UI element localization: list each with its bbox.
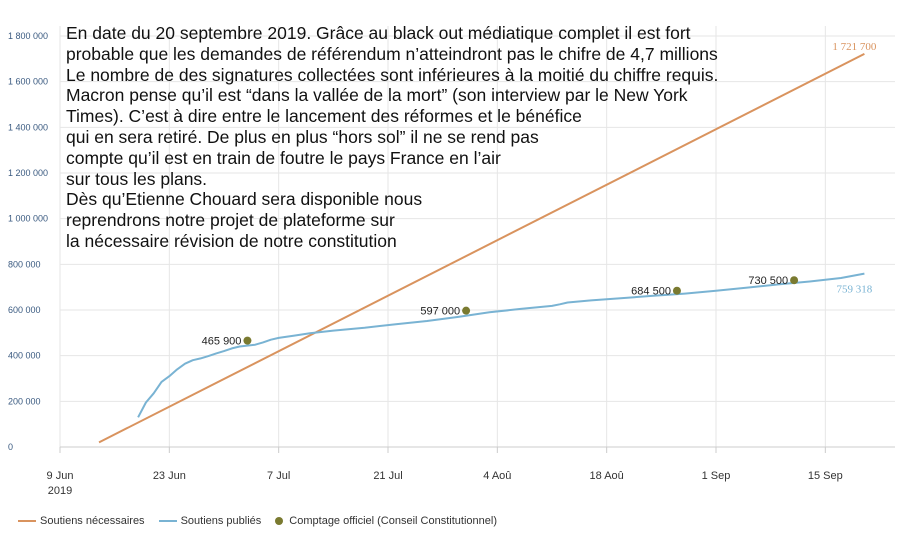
official-count-point: [243, 336, 252, 345]
y-tick-label: 400 000: [8, 351, 41, 361]
series-line-1: [137, 272, 865, 418]
annotation-line: qui en sera retiré. De plus en plus “hor…: [66, 126, 539, 147]
legend-item-soutiens-publies[interactable]: Soutiens publiés: [158, 515, 262, 527]
official-count-label: 684 500: [631, 286, 671, 298]
x-tick-sublabel: 2019: [48, 485, 72, 497]
annotation-line: En date du 20 septembre 2019. Grâce au b…: [66, 23, 691, 43]
legend-label: Comptage officiel (Conseil Constitutionn…: [289, 515, 497, 527]
data-labels: 1 721 700 759 318 465 900 597 000 684 500 730…: [202, 41, 877, 348]
annotation-line: sur tous les plans.: [66, 168, 208, 189]
legend-item-soutiens-necessaires[interactable]: Soutiens nécessaires: [18, 515, 145, 527]
x-tick-label: 4 Aoû: [483, 470, 511, 482]
series-end-label: 1 721 700: [832, 41, 877, 53]
series: [98, 53, 865, 444]
annotation-line: compte qu’il est en train de foutre le p…: [66, 147, 501, 168]
legend-line-swatch: [158, 520, 177, 522]
official-count-point: [672, 286, 681, 295]
y-tick-label: 1 000 000: [8, 214, 48, 224]
x-tick-label: 18 Aoû: [590, 470, 624, 482]
official-count-point: [462, 306, 471, 315]
legend-dot-swatch: [275, 517, 284, 525]
annotation-line: la nécessaire révision de notre constitu…: [66, 230, 397, 251]
y-tick-label: 800 000: [8, 259, 41, 269]
official-count-label: 465 900: [202, 336, 242, 348]
legend-label: Soutiens nécessaires: [40, 515, 145, 527]
official-count-label: 730 500: [748, 275, 788, 287]
annotation-line: Times). C’est à dire entre le lancement …: [66, 106, 582, 127]
y-tick-label: 600 000: [8, 305, 41, 315]
y-tick-label: 1 800 000: [8, 31, 48, 41]
y-tick-label: 1 600 000: [8, 77, 48, 87]
x-tick-label: 23 Jun: [153, 470, 186, 482]
annotation-line: Macron pense qu’il est “dans la vallée d…: [66, 85, 688, 106]
y-tick-label: 1 400 000: [8, 122, 48, 132]
annotation-text: En date du 20 septembre 2019. Grâce au b…: [66, 23, 826, 252]
legend: Soutiens nécessaires Soutiens publiés Co…: [18, 513, 511, 529]
x-tick-label: 21 Jul: [373, 470, 402, 482]
x-axis: 9 Jun 2019 23 Jun 7 Jul 21 Jul 4 Aoû 18 Aoû 1 S…: [47, 446, 895, 497]
annotation-line: reprendrons notre projet de plateforme s…: [66, 210, 395, 231]
y-tick-label: 1 200 000: [8, 168, 48, 178]
legend-label: Soutiens publiés: [180, 515, 262, 527]
y-tick-label: 0: [8, 442, 13, 452]
annotation-line: Dès qu’Etienne Chouard sera disponible n…: [66, 189, 423, 210]
x-tick-label: 15 Sep: [808, 470, 843, 482]
x-tick-label: 7 Jul: [267, 470, 290, 482]
legend-line-swatch: [18, 520, 36, 522]
series-end-label: 759 318: [837, 284, 873, 296]
x-tick-label: 9 Jun: [47, 470, 74, 482]
legend-item-comptage-officiel[interactable]: Comptage officiel (Conseil Constitutionn…: [275, 515, 497, 527]
y-tick-label: 200 000: [8, 396, 41, 406]
official-count-point: [790, 276, 799, 285]
annotation-line: Le nombre de des signatures collectées s…: [66, 64, 719, 85]
grid: [59, 26, 895, 448]
official-count-label: 597 000: [420, 306, 460, 318]
x-tick-label: 1 Sep: [702, 470, 731, 482]
y-axis: 0 200 000 400 000 600 000 800 000 1 000 000 1 …: [8, 31, 48, 452]
annotation-line: probable que les demandes de référendum …: [66, 43, 718, 64]
series-line-0: [98, 53, 865, 444]
